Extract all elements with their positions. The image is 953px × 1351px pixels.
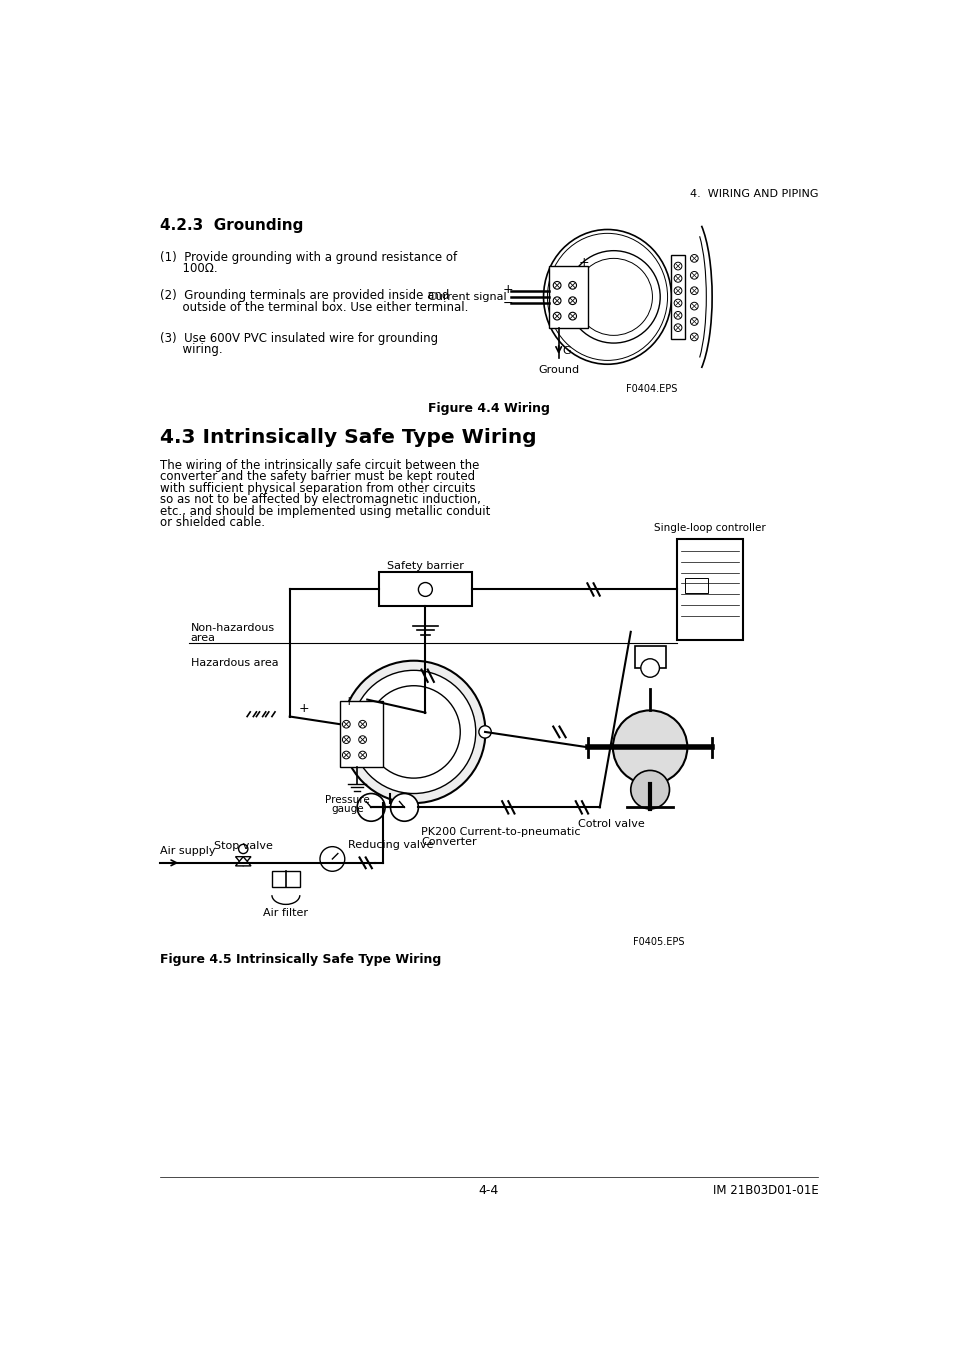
Text: Single-loop controller: Single-loop controller	[653, 523, 765, 532]
Text: Cotrol valve: Cotrol valve	[578, 819, 644, 830]
Circle shape	[358, 736, 366, 743]
Circle shape	[319, 847, 344, 871]
Text: +: +	[578, 255, 589, 269]
Text: converter and the safety barrier must be kept routed: converter and the safety barrier must be…	[159, 470, 475, 484]
Circle shape	[553, 281, 560, 289]
Circle shape	[568, 281, 576, 289]
Circle shape	[553, 297, 560, 304]
Circle shape	[567, 251, 659, 343]
Text: Current signal: Current signal	[428, 292, 506, 301]
Text: area: area	[191, 634, 215, 643]
Circle shape	[342, 736, 350, 743]
Text: F0405.EPS: F0405.EPS	[633, 938, 684, 947]
Text: +: +	[298, 703, 309, 715]
Circle shape	[238, 844, 248, 854]
Circle shape	[612, 711, 686, 785]
Text: (3)  Use 600V PVC insulated wire for grounding: (3) Use 600V PVC insulated wire for grou…	[159, 331, 437, 345]
Circle shape	[356, 793, 385, 821]
Text: with sufficient physical separation from other circuits: with sufficient physical separation from…	[159, 482, 475, 494]
Text: Reducing valve: Reducing valve	[348, 840, 433, 850]
Circle shape	[390, 793, 418, 821]
Circle shape	[674, 286, 681, 295]
Circle shape	[674, 324, 681, 331]
Bar	[340, 701, 382, 766]
Text: F0404.EPS: F0404.EPS	[625, 384, 677, 394]
Circle shape	[690, 286, 698, 295]
Circle shape	[690, 303, 698, 309]
Circle shape	[342, 720, 350, 728]
Text: G: G	[562, 346, 571, 355]
Text: Figure 4.5 Intrinsically Safe Type Wiring: Figure 4.5 Intrinsically Safe Type Wirin…	[159, 952, 440, 966]
Bar	[684, 578, 707, 593]
Text: (2)  Grounding terminals are provided inside and: (2) Grounding terminals are provided ins…	[159, 289, 449, 303]
Circle shape	[690, 317, 698, 326]
Circle shape	[553, 312, 560, 320]
Circle shape	[478, 725, 491, 738]
Circle shape	[367, 686, 459, 778]
Text: Converter: Converter	[421, 838, 476, 847]
Text: Ground: Ground	[537, 365, 578, 376]
Bar	[677, 539, 742, 639]
Text: 4.3 Intrinsically Safe Type Wiring: 4.3 Intrinsically Safe Type Wiring	[159, 428, 536, 447]
Text: Figure 4.4 Wiring: Figure 4.4 Wiring	[428, 403, 549, 415]
Text: Non-hazardous: Non-hazardous	[191, 623, 274, 634]
Text: outside of the terminal box. Use either terminal.: outside of the terminal box. Use either …	[159, 301, 467, 313]
Circle shape	[568, 297, 576, 304]
Text: Safety barrier: Safety barrier	[387, 562, 463, 571]
Text: so as not to be affected by electromagnetic induction,: so as not to be affected by electromagne…	[159, 493, 480, 507]
Text: +: +	[502, 282, 513, 296]
Circle shape	[358, 720, 366, 728]
Text: 4.  WIRING AND PIPING: 4. WIRING AND PIPING	[689, 189, 818, 200]
Circle shape	[690, 254, 698, 262]
Circle shape	[358, 751, 366, 759]
Circle shape	[640, 659, 659, 677]
Bar	[272, 870, 299, 888]
Text: Air supply: Air supply	[159, 846, 214, 857]
Text: (1)  Provide grounding with a ground resistance of: (1) Provide grounding with a ground resi…	[159, 251, 456, 263]
Circle shape	[630, 770, 669, 809]
Polygon shape	[235, 857, 251, 866]
Text: Pressure: Pressure	[325, 794, 370, 805]
Circle shape	[568, 312, 576, 320]
Text: or shielded cable.: or shielded cable.	[159, 516, 264, 530]
Text: wiring.: wiring.	[159, 343, 222, 357]
Bar	[634, 646, 665, 667]
Circle shape	[674, 299, 681, 307]
Bar	[670, 254, 684, 339]
Bar	[549, 266, 587, 328]
Text: etc., and should be implemented using metallic conduit: etc., and should be implemented using me…	[159, 505, 490, 517]
Ellipse shape	[352, 670, 476, 793]
Polygon shape	[235, 857, 251, 866]
Circle shape	[342, 751, 350, 759]
Text: 4.2.3  Grounding: 4.2.3 Grounding	[159, 218, 303, 232]
Text: PK200 Current-to-pneumatic: PK200 Current-to-pneumatic	[421, 827, 580, 838]
Circle shape	[674, 274, 681, 282]
Ellipse shape	[342, 661, 485, 802]
Text: +: +	[344, 694, 355, 708]
Text: gauge: gauge	[332, 804, 364, 813]
Text: The wiring of the intrinsically safe circuit between the: The wiring of the intrinsically safe cir…	[159, 458, 478, 471]
Circle shape	[690, 334, 698, 340]
Circle shape	[690, 272, 698, 280]
Text: Stop valve: Stop valve	[213, 840, 273, 851]
Text: Hazardous area: Hazardous area	[191, 658, 278, 667]
Bar	[378, 571, 472, 607]
Text: Air filter: Air filter	[263, 908, 308, 917]
Text: 100Ω.: 100Ω.	[159, 262, 217, 276]
Circle shape	[674, 262, 681, 270]
Circle shape	[674, 312, 681, 319]
Text: 4-4: 4-4	[478, 1183, 498, 1197]
Text: IM 21B03D01-01E: IM 21B03D01-01E	[712, 1183, 818, 1197]
Text: −: −	[502, 296, 513, 309]
